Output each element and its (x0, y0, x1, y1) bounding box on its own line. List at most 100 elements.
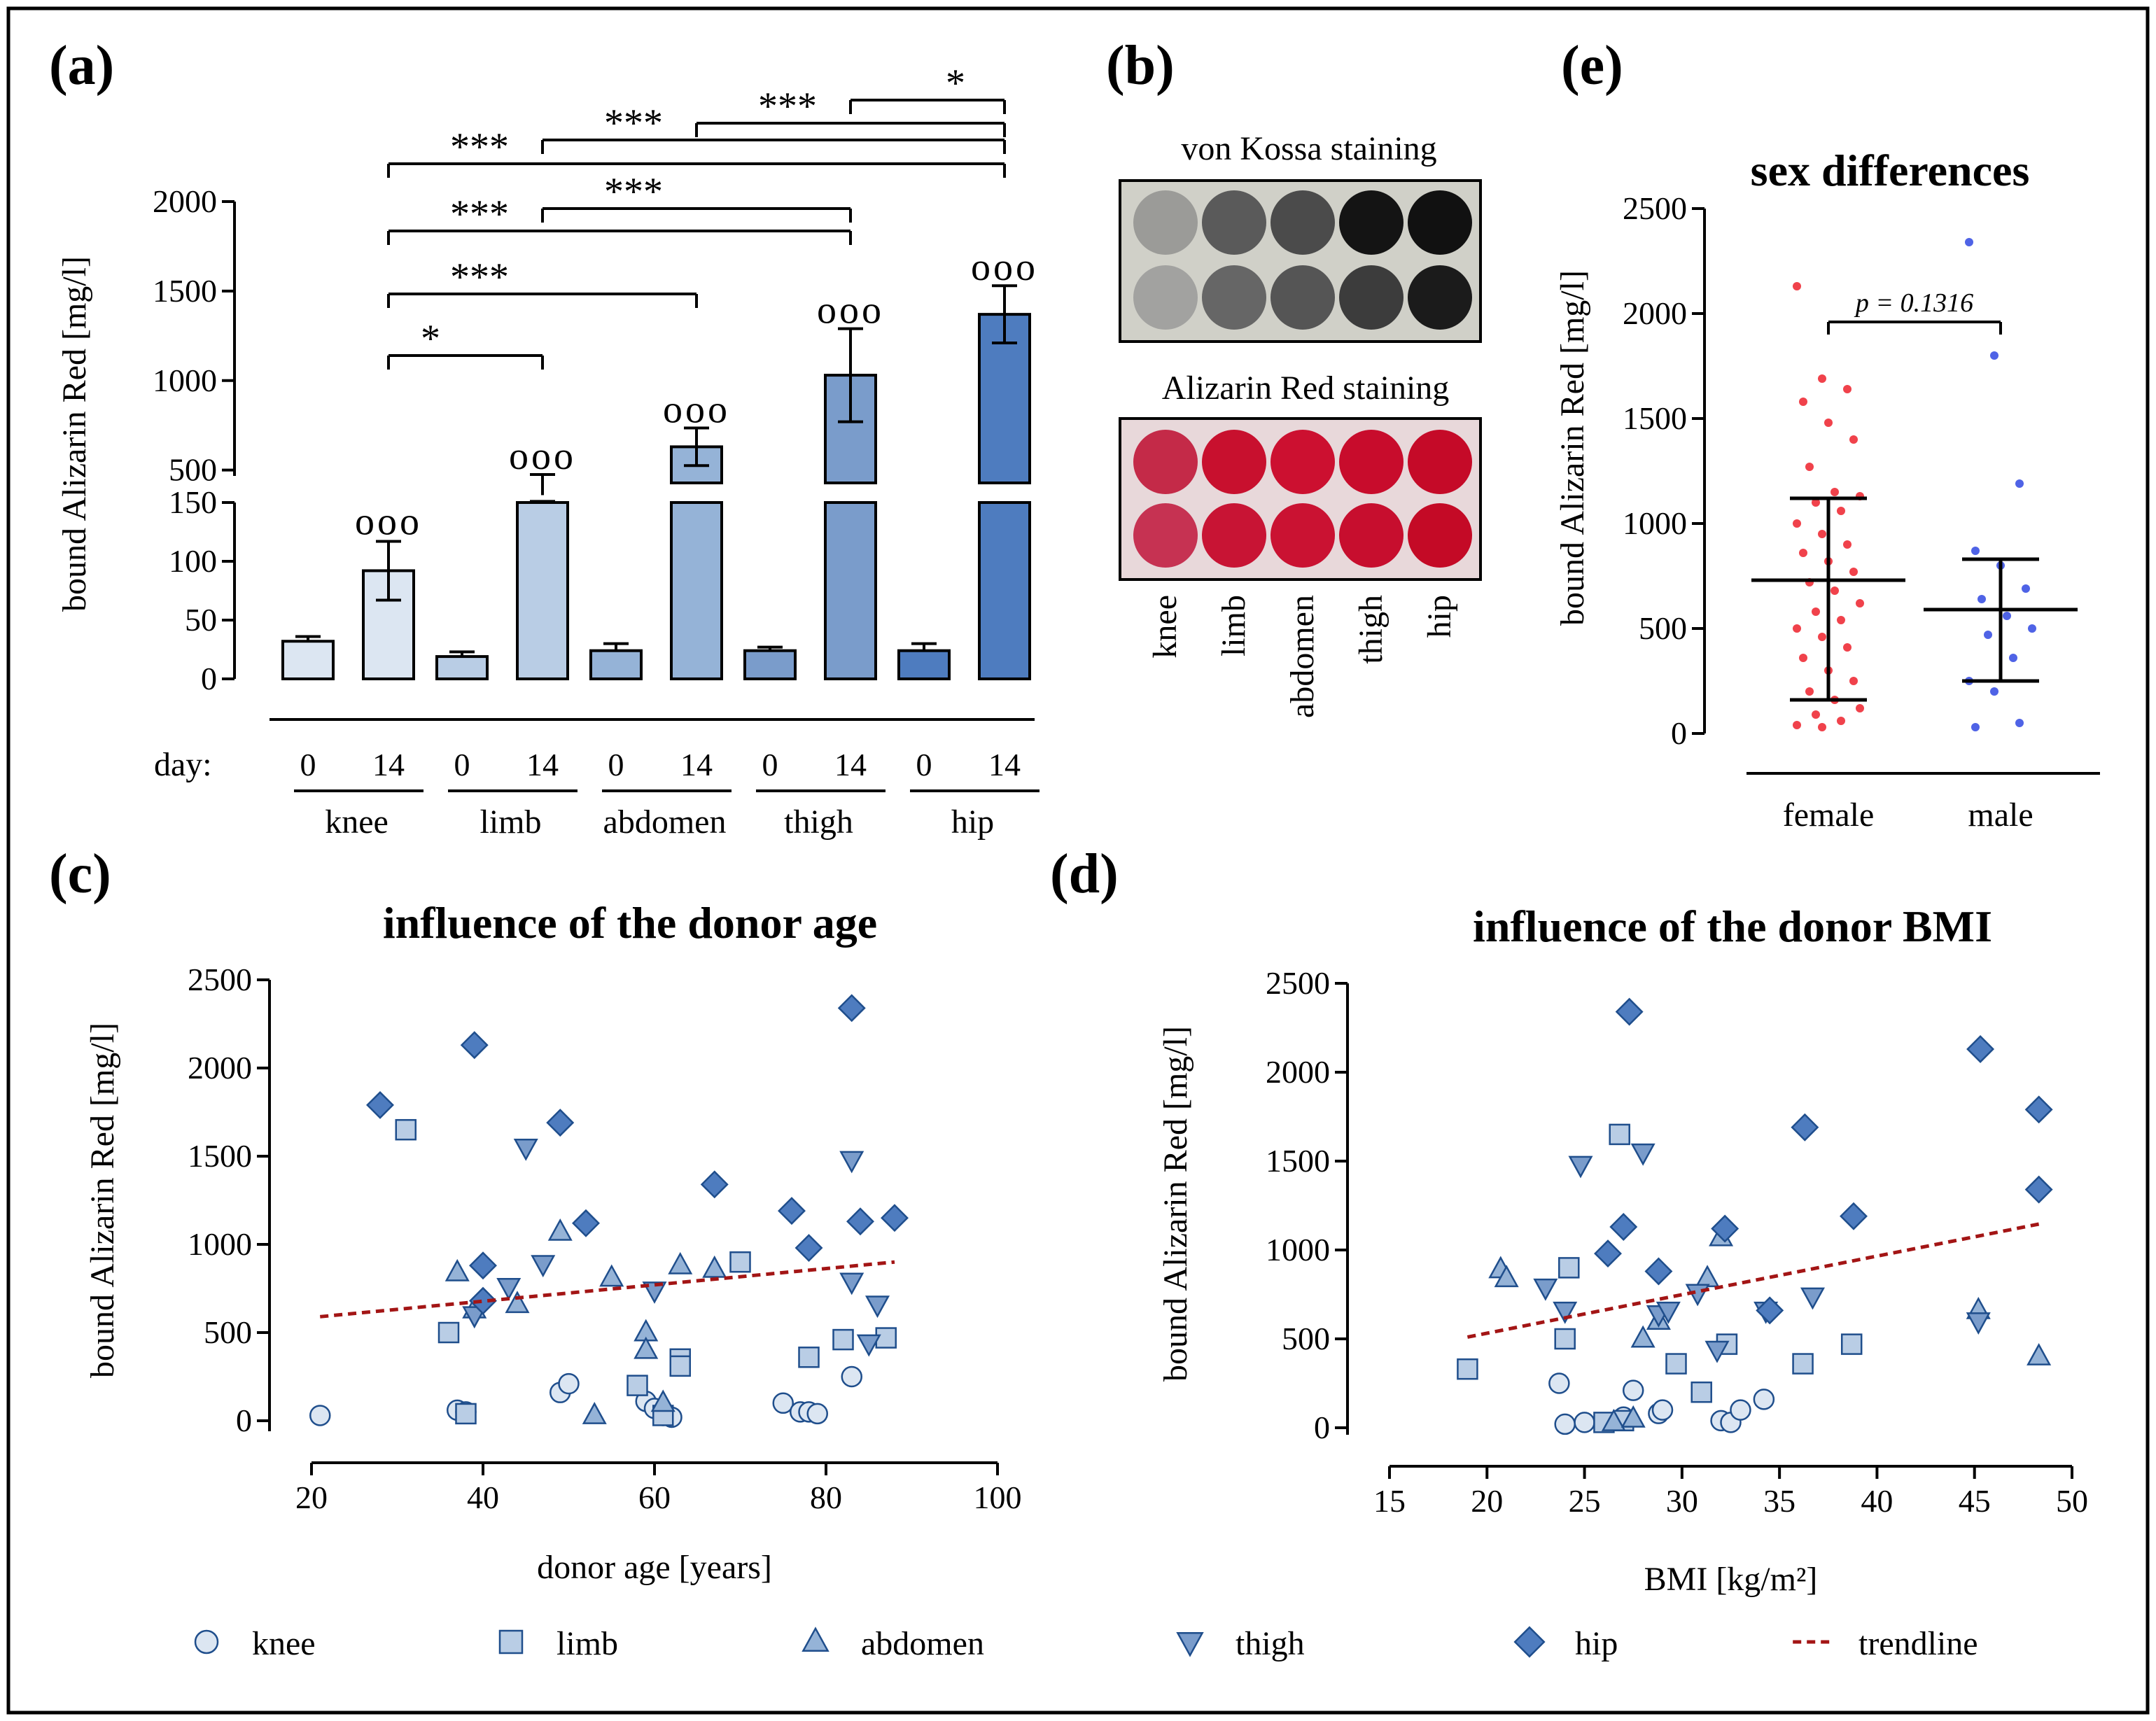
a-day-abdomen-14: 14 (680, 747, 713, 782)
panel-b-staining: von Kossa staining Alizarin Red staining (1119, 130, 1482, 718)
a-bar-abdomen-14-lower (670, 501, 723, 680)
d-ytick-label: 1000 (1266, 1232, 1330, 1267)
d-point-thigh (1568, 1155, 1593, 1179)
c-xtick-label: 100 (974, 1480, 1022, 1515)
d-point-limb (1457, 1358, 1478, 1380)
e-ytick-label: 0 (1671, 715, 1687, 751)
d-point-thigh (1656, 1301, 1681, 1324)
d-point-limb (1690, 1381, 1712, 1403)
c-point-hip (460, 1031, 489, 1060)
c-ytick-label: 0 (236, 1403, 252, 1438)
vk-well-limb-1 (1202, 190, 1266, 255)
e-xtick-female: female (1783, 796, 1875, 834)
e-point-female (1849, 568, 1858, 576)
c-point-hip (837, 994, 866, 1023)
panel-d-donor-bmi: influence of the donor BMI 0 500 1000 1500 20… (1157, 901, 2088, 1598)
e-point-male (1965, 238, 1973, 246)
a-day-limb-0: 0 (454, 747, 470, 782)
d-xtick-label: 25 (1569, 1483, 1601, 1519)
e-point-female (1818, 374, 1826, 383)
plate-site-abdomen: abdomen (1284, 595, 1321, 718)
d-point-abdomen (1494, 1265, 1519, 1288)
a-ytick-label: 1000 (153, 363, 217, 398)
a-ytick-label: 50 (185, 602, 217, 638)
d-xtick-label: 15 (1373, 1483, 1406, 1519)
c-point-limb (395, 1118, 416, 1141)
d-ytick-label: 2000 (1266, 1054, 1330, 1090)
e-point-male (1990, 351, 1998, 360)
e-point-female (1812, 607, 1820, 616)
c-xtick-label: 60 (638, 1480, 671, 1515)
a-bar-abdomen-0 (589, 649, 643, 680)
e-point-female (1849, 677, 1858, 685)
d-xtick-label: 30 (1666, 1483, 1698, 1519)
a-bar-hip-0 (897, 649, 951, 680)
a-bracket-label-3: *** (604, 170, 663, 213)
c-point-hip (546, 1109, 575, 1137)
d-xtick-label: 20 (1471, 1483, 1503, 1519)
c-point-hip (846, 1207, 874, 1236)
e-point-female (1812, 498, 1820, 507)
a-group-label-limb: limb (479, 803, 541, 841)
a-bar-thigh-14-lower (824, 501, 877, 680)
c-point-knee (841, 1365, 862, 1388)
e-point-female (1793, 282, 1801, 290)
d-xlabel: BMI [kg/m²] (1644, 1561, 1818, 1598)
e-point-female (1805, 463, 1814, 471)
ar-well-thigh-2 (1339, 503, 1404, 568)
legend-marker-thigh (1176, 1631, 1204, 1657)
e-point-female (1799, 398, 1807, 406)
c-point-thigh (513, 1138, 538, 1161)
vonkossa-plate (1119, 179, 1482, 343)
vk-well-thigh-2 (1339, 265, 1404, 330)
d-point-knee (1651, 1399, 1674, 1421)
c-point-hip (778, 1197, 806, 1225)
a-day-thigh-0: 0 (762, 747, 778, 782)
c-ytick-label: 1500 (188, 1138, 252, 1174)
d-point-hip (1594, 1239, 1622, 1268)
d-ytick-label: 2500 (1266, 965, 1330, 1001)
c-point-limb (455, 1403, 477, 1425)
e-ytick-label: 2500 (1623, 190, 1687, 226)
e-point-female (1856, 599, 1864, 607)
e-point-male (2003, 612, 2011, 620)
e-pvalue: p = 0.1316 (1854, 288, 1973, 318)
e-point-female (1837, 507, 1845, 515)
c-xtick-label: 20 (295, 1480, 328, 1515)
a-ytick-label: 150 (169, 484, 217, 520)
legend: knee limb abdomen thigh hip trendline (194, 1625, 1978, 1662)
e-point-female (1799, 654, 1807, 662)
a-ytick-label: 1500 (153, 273, 217, 309)
c-point-limb (729, 1251, 751, 1273)
a-day-knee-14: 14 (372, 747, 405, 782)
e-point-male (2015, 479, 2024, 488)
a-bar-limb-14-lower (516, 501, 569, 680)
a-group-label-abdomen: abdomen (603, 803, 727, 841)
vk-well-knee-2 (1133, 265, 1198, 330)
c-trendline (320, 1260, 895, 1319)
e-point-female (1793, 721, 1801, 729)
d-point-thigh (1630, 1143, 1656, 1166)
e-ylabel: bound Alizarin Red [mg/l] (1554, 270, 1591, 626)
alizarin-plate (1119, 417, 1482, 581)
c-point-hip (881, 1204, 909, 1232)
e-point-female (1824, 419, 1833, 427)
a-circles-knee: ooo (355, 500, 422, 543)
c-ytick-label: 2500 (188, 962, 252, 997)
a-day-label: day: (154, 746, 212, 783)
a-ytick-label: 2000 (153, 183, 217, 219)
d-xtick-label: 45 (1959, 1483, 1991, 1519)
e-point-male (2022, 584, 2030, 593)
legend-label-hip: hip (1575, 1625, 1618, 1662)
c-point-limb (626, 1375, 648, 1396)
ar-well-limb-1 (1202, 430, 1266, 494)
vk-well-knee-1 (1133, 190, 1198, 255)
e-point-female (1793, 624, 1801, 633)
e-point-female (1818, 633, 1826, 641)
e-title: sex differences (1751, 146, 2030, 195)
a-day-thigh-14: 14 (834, 747, 867, 782)
d-point-abdomen (1620, 1405, 1646, 1428)
a-day-hip-14: 14 (988, 747, 1021, 782)
d-point-hip (1644, 1257, 1673, 1286)
c-point-knee (806, 1403, 828, 1425)
